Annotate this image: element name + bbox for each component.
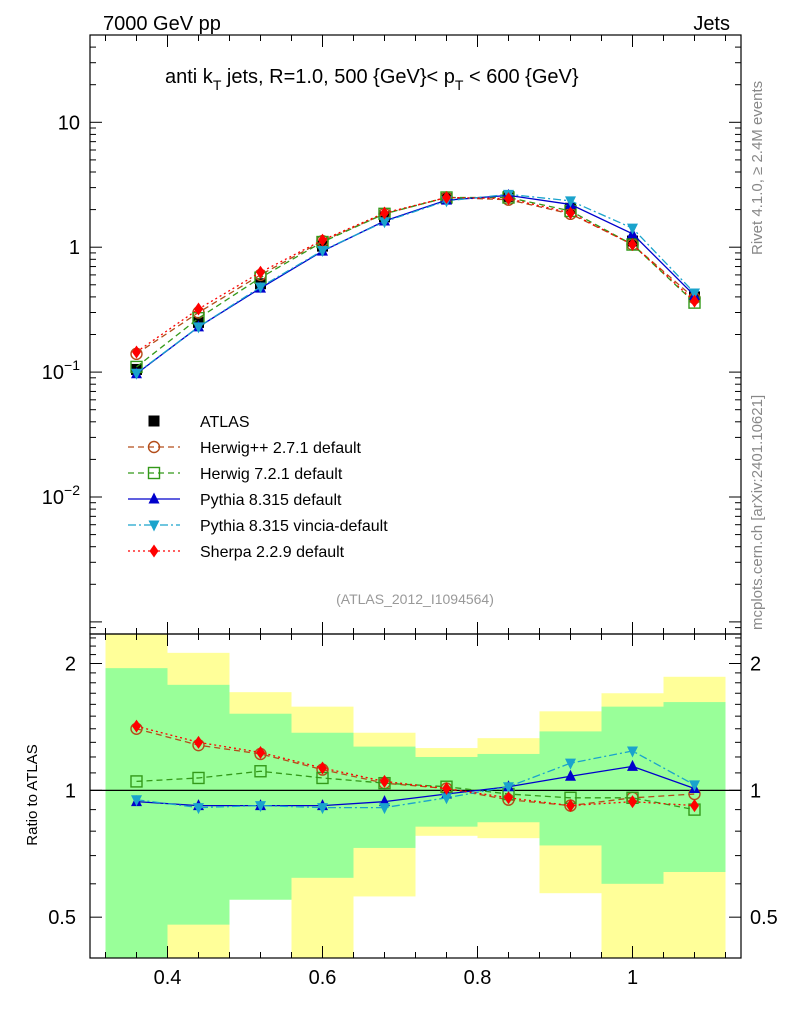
series-line-ratio-pythia-8-315-default [136, 765, 695, 807]
series-point-ratio-pythia-8-315-vincia-default [565, 758, 576, 770]
series-point-ratio-pythia-8-315-vincia-default [441, 793, 452, 805]
y-tick-label-ratio-right: 0.5 [750, 907, 778, 929]
series-line-main-pythia-8-315-vincia-default [136, 193, 695, 374]
series-point-ratio-pythia-8-315-vincia-default [255, 801, 266, 813]
legend-label: Pythia 8.315 vincia-default [200, 518, 388, 535]
header-left: 7000 GeV pp [103, 13, 221, 35]
series-point-ratio-sherpa-2-2-9-default [194, 735, 203, 749]
series-point-main-pythia-8-315-vincia-default [131, 368, 142, 380]
analysis-id: (ATLAS_2012_I1094564) [336, 591, 494, 607]
series-point-ratio-pythia-8-315-vincia-default [193, 803, 204, 815]
x-tick-label: 0.4 [154, 967, 182, 989]
legend-marker-atlas [148, 415, 160, 427]
x-tick-label: 0.8 [464, 967, 492, 989]
y-tick-label-main: 10−1 [42, 357, 80, 384]
series-point-main-pythia-8-315-vincia-default [255, 282, 266, 294]
main-panel-series [130, 188, 701, 380]
series-point-ratio-sherpa-2-2-9-default [380, 774, 389, 788]
plot-title: anti kT jets, R=1.0, 500 {GeV}< pT < 600… [165, 66, 579, 93]
y-tick-label-ratio-left: 2 [65, 654, 76, 676]
series-point-ratio-sherpa-2-2-9-default [318, 761, 327, 775]
series-point-main-sherpa-2-2-9-default [628, 238, 637, 252]
series-point-main-sherpa-2-2-9-default [566, 206, 575, 220]
series-point-ratio-sherpa-2-2-9-default [504, 791, 513, 805]
rivet-label: Rivet 4.1.0, ≥ 2.4M events [749, 81, 766, 255]
y-tick-label-main: 1 [69, 237, 80, 259]
legend-marker [147, 466, 161, 480]
series-line-main-herwig-2-7-1-default [136, 196, 695, 355]
band-inner-bin [105, 668, 168, 958]
series-point-ratio-pythia-8-315-vincia-default [503, 782, 514, 794]
mcplots-label: mcplots.cern.ch [arXiv:2401.10621] [749, 395, 766, 630]
series-point-main-sherpa-2-2-9-default [380, 206, 389, 220]
ratio-uncertainty-bands [90, 634, 741, 958]
series-point-ratio-sherpa-2-2-9-default [256, 745, 265, 759]
series-point-ratio-pythia-8-315-vincia-default [317, 803, 328, 815]
series-line-main-pythia-8-315-default [136, 194, 695, 375]
series-line-ratio-sherpa-2-2-9-default [136, 725, 695, 807]
series-point-main-sherpa-2-2-9-default [256, 265, 265, 279]
y-tick-label-ratio-left: 0.5 [48, 907, 76, 929]
series-point-main-pythia-8-315-vincia-default [379, 217, 390, 229]
series-point-ratio-pythia-8-315-default [627, 759, 638, 771]
series-point-ratio-sherpa-2-2-9-default [132, 719, 141, 733]
series-point-ratio-herwig-7-2-1-default [254, 765, 267, 778]
x-tick-label: 0.6 [309, 967, 337, 989]
y-tick-label-main: 10−2 [42, 482, 80, 509]
y-tick-label-main: 10 [58, 112, 80, 134]
legend-label: Herwig++ 2.7.1 default [200, 440, 362, 457]
series-line-ratio-herwig-2-7-1-default [136, 728, 695, 807]
x-tick-label: 1 [627, 967, 638, 989]
header-right: Jets [693, 13, 730, 35]
series-point-ratio-pythia-8-315-default [565, 769, 576, 781]
series-point-main-sherpa-2-2-9-default [318, 233, 327, 247]
y-tick-label-ratio-right: 2 [750, 654, 761, 676]
axes: 0.4 0.6 0.8 1 10−2 10−1 1 10 0.5 0.5 1 1 2 2 [42, 34, 778, 989]
legend-marker [148, 520, 160, 532]
series-point-main-pythia-8-315-vincia-default [689, 288, 700, 300]
legend-marker [147, 440, 161, 454]
y-tick-label-ratio-left: 1 [65, 780, 76, 802]
legend-label: ATLAS [200, 414, 250, 431]
legend-label: Sherpa 2.2.9 default [200, 544, 345, 561]
series-point-ratio-pythia-8-315-vincia-default [131, 795, 142, 807]
series-point-main-sherpa-2-2-9-default [504, 192, 513, 206]
ratio-panel-series [130, 719, 701, 816]
legend-marker [149, 544, 159, 558]
legend-label: Herwig 7.2.1 default [200, 466, 343, 483]
series-line-ratio-pythia-8-315-vincia-default [136, 750, 695, 809]
series-point-main-pythia-8-315-vincia-default [317, 246, 328, 258]
y-tick-label-ratio-right: 1 [750, 780, 761, 802]
series-point-main-pythia-8-315-vincia-default [565, 196, 576, 208]
series-line-main-sherpa-2-2-9-default [136, 196, 695, 353]
series-point-main-sherpa-2-2-9-default [132, 345, 141, 359]
series-point-ratio-pythia-8-315-vincia-default [689, 780, 700, 792]
series-point-main-sherpa-2-2-9-default [194, 302, 203, 316]
legend-label: Pythia 8.315 default [200, 492, 342, 509]
legend: ATLAS Herwig++ 2.7.1 default Herwig 7.2.1 … [128, 414, 388, 561]
series-point-ratio-herwig-7-2-1-default [130, 775, 143, 788]
series-point-ratio-sherpa-2-2-9-default [628, 795, 637, 809]
legend-marker [148, 492, 160, 504]
series-point-main-sherpa-2-2-9-default [442, 190, 451, 204]
series-point-ratio-pythia-8-315-vincia-default [627, 746, 638, 758]
series-point-main-sherpa-2-2-9-default [690, 294, 699, 308]
series-point-ratio-sherpa-2-2-9-default [566, 799, 575, 813]
band-inner-bin [539, 731, 602, 846]
series-point-main-pythia-8-315-vincia-default [193, 322, 204, 334]
series-point-ratio-sherpa-2-2-9-default [442, 782, 451, 796]
series-point-ratio-pythia-8-315-vincia-default [379, 803, 390, 815]
ratio-ylabel: Ratio to ATLAS [24, 744, 41, 845]
series-point-ratio-sherpa-2-2-9-default [690, 799, 699, 813]
series-point-ratio-herwig-7-2-1-default [192, 771, 205, 785]
series-point-main-pythia-8-315-vincia-default [627, 223, 638, 235]
